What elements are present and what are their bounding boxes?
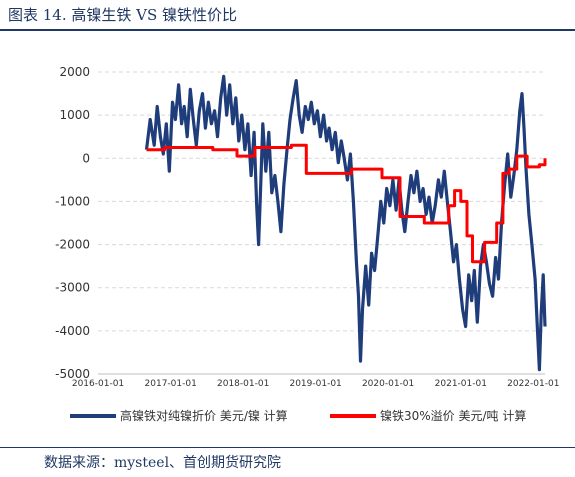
footer-rule [0,447,575,448]
y-axis: 2000 1000 0 -1000 -2000 -3000 -4000 -5000 [55,65,90,381]
series-line-1 [144,74,547,372]
x-tick-label: 2018-01-01 [217,379,269,389]
series-line-2 [146,143,547,264]
legend: 高镍铁对纯镍折价 美元/镍 计算 镍铁30%溢价 美元/吨 计算 [70,408,526,423]
grid-lines [98,71,545,375]
series-lines [144,74,547,372]
y-tick-label: 2000 [59,65,90,79]
x-tick-label: 2017-01-01 [145,379,197,389]
y-tick-label: 1000 [59,108,90,122]
y-tick-label: -5000 [55,367,90,381]
y-tick-label: -1000 [55,194,90,208]
y-tick-label: -2000 [55,238,90,252]
legend-label-1: 高镍铁对纯镍折价 美元/镍 计算 [120,408,288,423]
x-tick-label: 2020-01-01 [362,379,414,389]
title-rule [0,29,575,31]
title-bar: 图表 14. 高镍生铁 VS 镍铁性价比 [0,0,575,31]
source-note: 数据来源：mysteel、首创期货研究院 [44,455,282,471]
chart-title: 图表 14. 高镍生铁 VS 镍铁性价比 [8,6,238,24]
y-tick-label: -3000 [55,281,90,295]
legend-label-2: 镍铁30%溢价 美元/吨 计算 [380,408,526,423]
x-tick-label: 2021-01-01 [435,379,487,389]
chart: 2000 1000 0 -1000 -2000 -3000 -4000 -5000 2016-… [55,65,559,423]
x-tick-label: 2016-01-01 [72,379,124,389]
x-tick-label: 2022-01-01 [507,379,559,389]
y-tick-label: -4000 [55,324,90,338]
x-tick-label: 2019-01-01 [289,379,341,389]
y-tick-label: 0 [82,151,90,165]
x-axis: 2016-01-01 2017-01-01 2018-01-01 2019-01-01… [72,373,559,389]
